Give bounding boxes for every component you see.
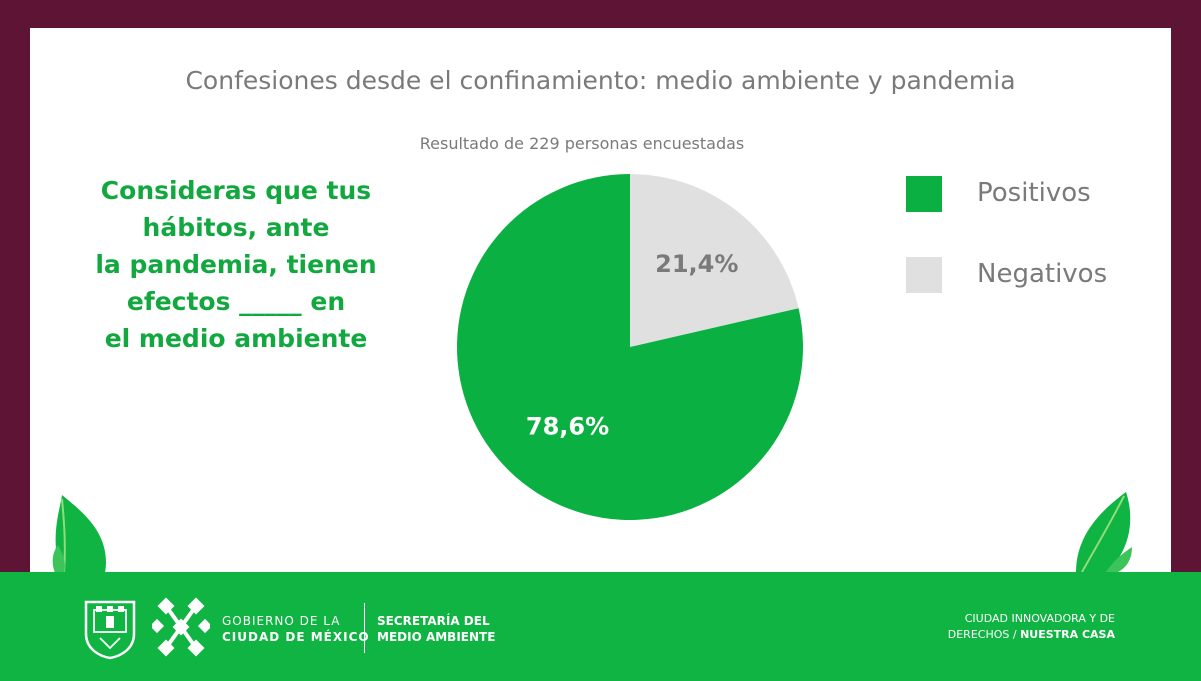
gov-name: GOBIERNO DE LA CIUDAD DE MÉXICO [222,613,370,645]
tag-line-2a: DERECHOS / [947,628,1021,641]
pie-slice-negativos [630,174,799,347]
legend-label-negativos: Negativos [977,259,1108,289]
survey-question: Consideras que tus hábitos, ante la pand… [86,172,386,357]
legend-label-positivos: Positivos [977,178,1091,208]
coat-of-arms-icon [84,600,136,660]
pie-label-positivos: 78,6% [526,413,609,441]
sec-line-1: SECRETARÍA DEL [377,614,490,628]
tag-line-1: CIUDAD INNOVADORA Y DE [964,612,1115,625]
cdmx-logo-icon [152,597,210,657]
footer-divider [364,603,365,653]
question-line: la pandemia, tienen [95,250,377,279]
page-title: Confesiones desde el confinamiento: medi… [185,66,1016,95]
question-line: el medio ambiente [104,324,368,353]
footer-tagline: CIUDAD INNOVADORA Y DE DERECHOS / NUESTR… [948,611,1115,643]
question-line: efectos _____ en [126,287,346,316]
gov-line-2: CIUDAD DE MÉXICO [222,630,370,644]
chart-subtitle: Resultado de 229 personas encuestadas [419,134,745,153]
pie-label-negativos: 21,4% [655,250,738,278]
gov-line-1: GOBIERNO DE LA [222,614,341,628]
pie-slice-positivos [457,174,803,520]
leaf-right-icon [1076,492,1132,573]
legend-swatch-positivos [906,176,942,212]
secretaria-name: SECRETARÍA DEL MEDIO AMBIENTE [377,613,495,645]
legend-swatch-negativos [906,257,942,293]
leaf-left-icon [52,495,106,574]
question-line: Consideras que tus [100,176,372,205]
tag-line-2b: NUESTRA CASA [1020,628,1115,641]
sec-line-2: MEDIO AMBIENTE [377,630,496,644]
question-line: hábitos, ante [142,213,330,242]
tag-line-2: DERECHOS / NUESTRA CASA [948,627,1115,643]
